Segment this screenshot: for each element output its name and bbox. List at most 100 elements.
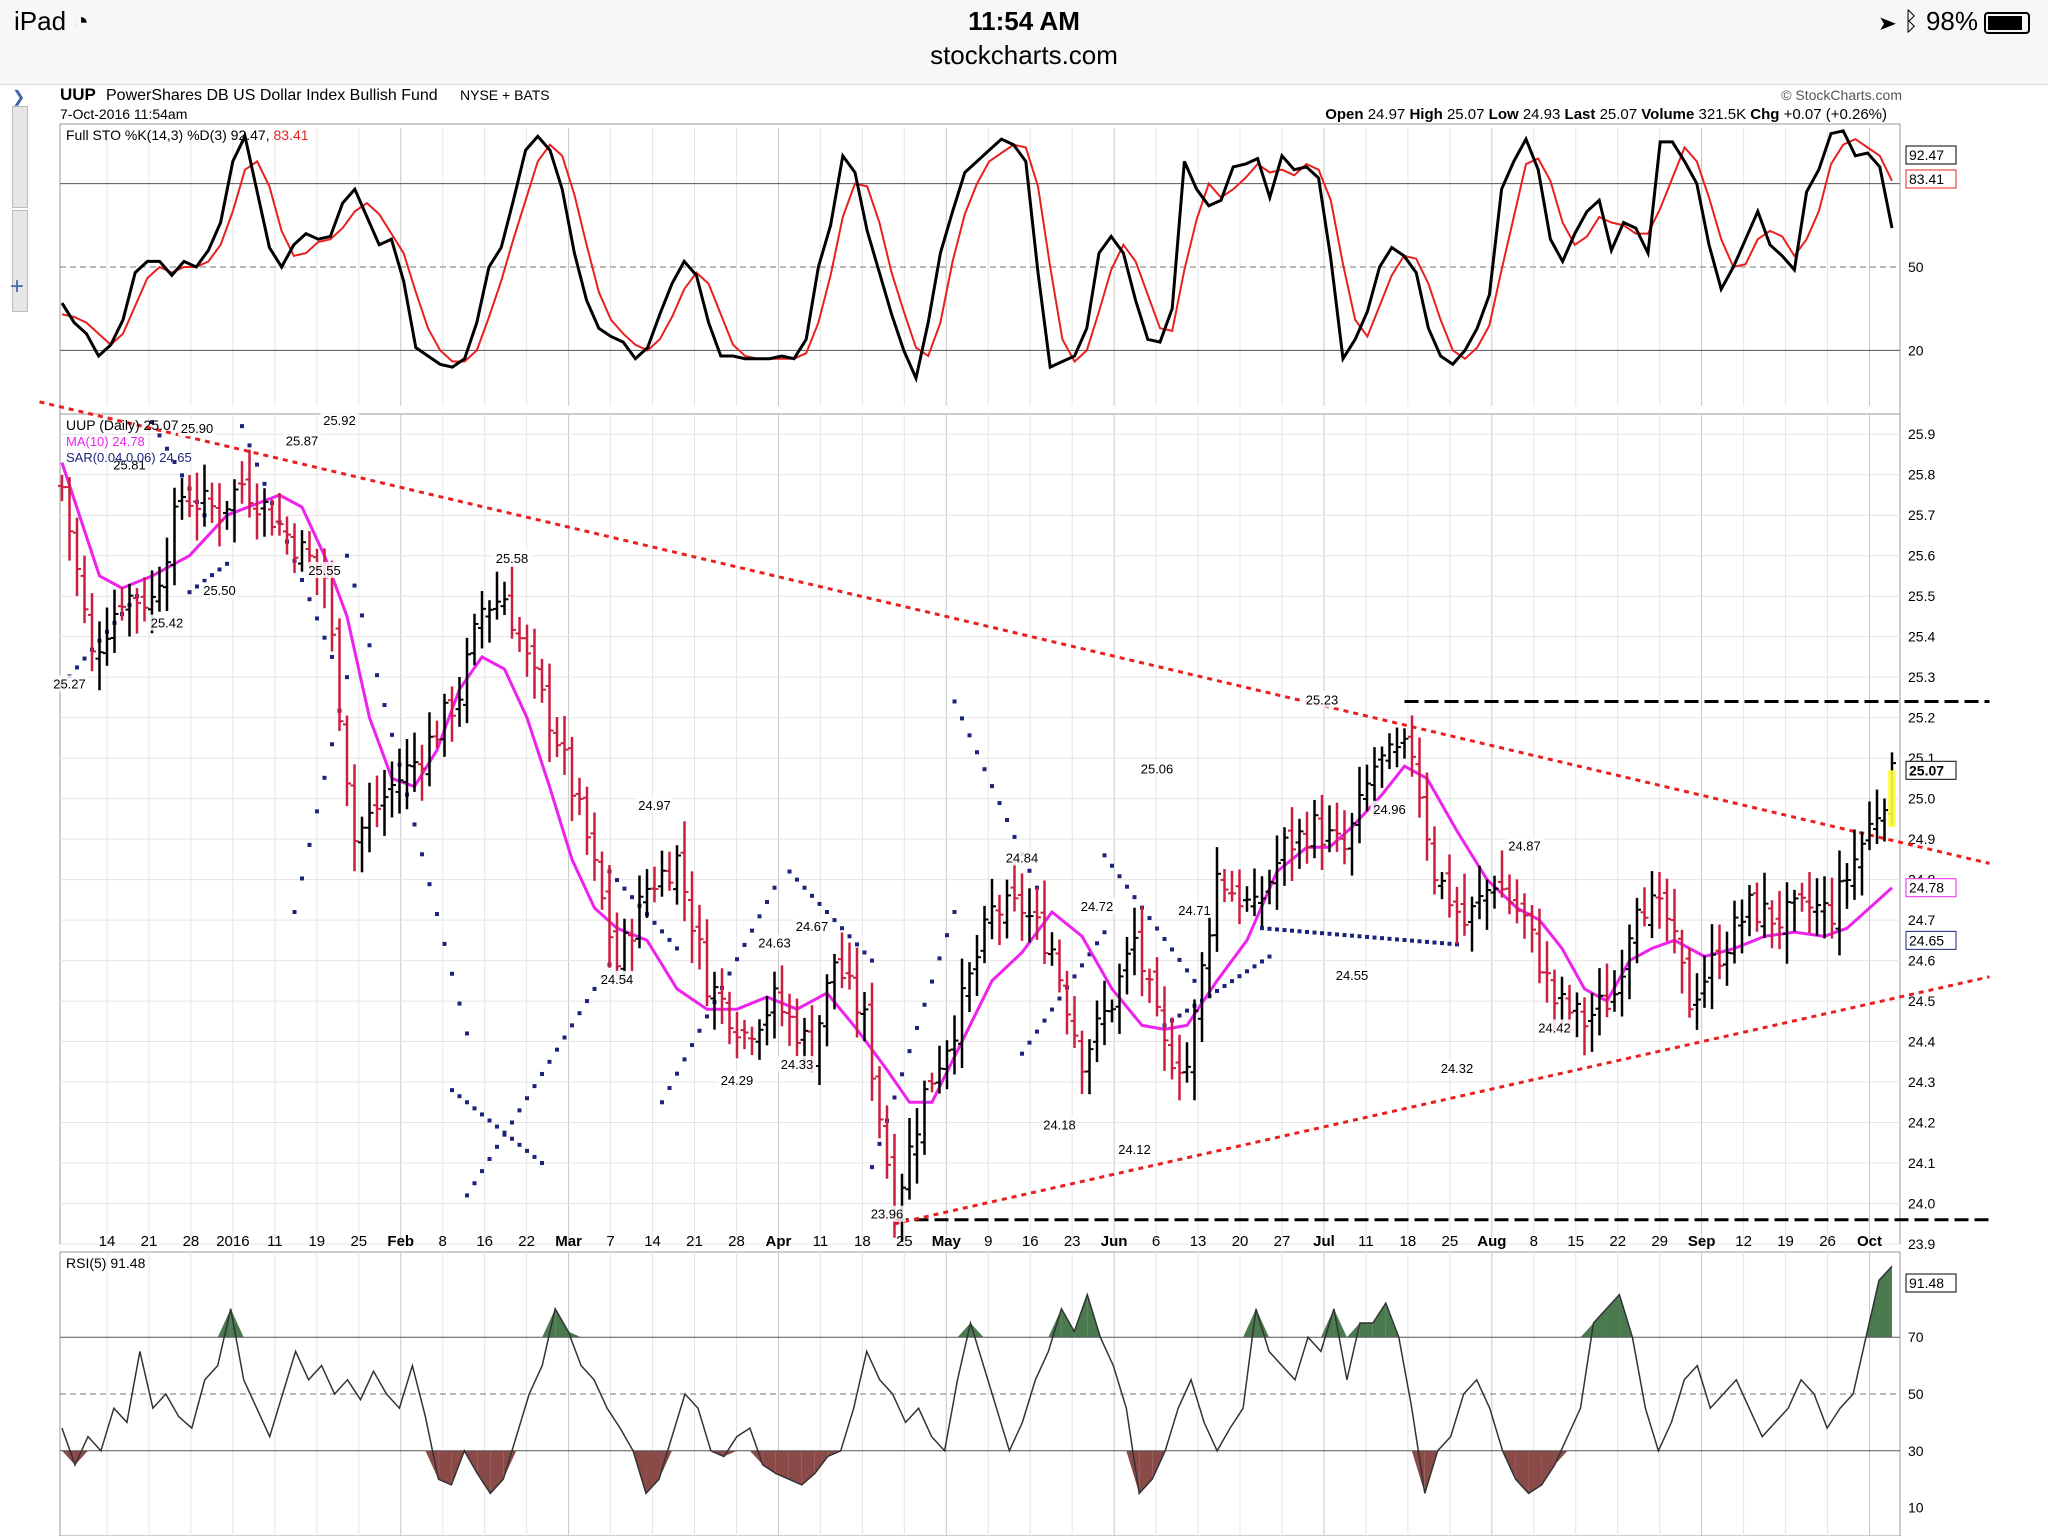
ohlc-bar [1880,798,1889,842]
ohlc-bar [1385,733,1394,770]
sar-dot [675,1071,679,1076]
sar-legend-label: SAR(0.04,0.06) [66,450,156,465]
sar-dot [1125,884,1129,889]
sar-dot [390,732,394,737]
price-annotation: 25.42 [148,614,186,631]
rsi-oversold-fill [775,1450,789,1480]
sar-dot [1185,1008,1189,1013]
sar-dot [1215,988,1219,993]
sar-dot [352,583,357,588]
ohlc-bar [1303,811,1311,864]
ohlc-bar [1153,957,1161,1017]
sar-dot [870,1165,874,1170]
date-tick-label: May [932,1233,962,1250]
rsi-oversold-fill [490,1450,504,1494]
ohlc-bar [110,589,119,653]
price-annotation: 25.23 [1303,691,1341,708]
ohlc-bar [1168,1017,1176,1080]
ohlc-bar [80,555,89,624]
price-tick-label: 24.6 [1908,953,1935,969]
rsi-oversold-fill [1554,1450,1568,1465]
ohlc-bar [943,1040,951,1090]
ohlc-bar [770,971,779,1039]
ohlc-bar [568,736,576,822]
ohlc-bar [1798,882,1806,912]
price-annotation: 23.96 [868,1205,906,1222]
sar-dot [1417,939,1422,944]
date-tick-label: 8 [1530,1233,1538,1250]
ohlc-bar [1588,992,1596,1052]
date-tick-label: 18 [1400,1233,1417,1250]
sar-dot [1432,940,1437,945]
ma-last-tag: 24.78 [1905,878,1957,898]
sidebar-handle-mid[interactable] [12,210,28,312]
ohlc-bar [463,637,471,724]
sar-dot [1357,934,1362,939]
sar-dot [1057,996,1062,1001]
ohlc-bar [230,479,239,543]
price-annotation-label: 25.55 [308,563,341,578]
rsi-overbought-fill [1879,1266,1892,1338]
ohlc-bar [1520,893,1529,939]
ohlc-bar [643,869,651,918]
ohlc-bar [950,1015,959,1075]
price-annotation-label: 24.71 [1178,903,1211,918]
sar-dot [217,567,222,572]
collapse-chevron-icon[interactable]: ❯ [12,89,25,106]
sar-dot [1147,916,1152,921]
ohlc-bar [163,537,171,611]
ohlc-bar [73,517,81,597]
price-annotation-label: 23.96 [871,1207,904,1222]
price-tick-label: 24.0 [1908,1196,1935,1212]
sar-dot [1162,936,1167,941]
ohlc-bar [598,851,606,910]
ohlc-bar [688,871,696,964]
ohlc-bar [1198,952,1206,1042]
ohlc-bar [1618,949,1626,1017]
sar-dot [742,942,747,947]
price-annotation-label: 25.81 [113,458,146,473]
sar-dot [840,926,844,931]
ohlc-bar [238,461,246,504]
sar-dot [1177,957,1182,962]
symbol-label: UUP [60,85,96,104]
sar-dot [967,733,972,738]
sar-dot [1455,942,1459,947]
sidebar-handle-top[interactable] [12,106,28,208]
rsi-oversold-fill [1515,1450,1529,1494]
price-annotation-label: 25.23 [1306,693,1339,708]
price-annotation-label: 25.50 [203,583,236,598]
sar-dot [502,1130,507,1135]
ohlc-bar [868,982,876,1102]
ohlc-bar [973,934,981,997]
sar-dot [345,675,349,680]
url-bar[interactable]: stockcharts.com [930,40,1118,70]
ohlc-bar [1610,970,1619,1012]
sar-dot [525,1096,529,1101]
sar-dot [937,956,942,961]
price-annotation-label: 24.54 [601,972,634,987]
sar-dot [1027,1040,1032,1045]
battery-percent: 98% [1925,6,1978,36]
price-annotation: 25.50 [200,582,239,599]
price-annotation: 25.06 [1138,760,1176,777]
sar-dot [487,1118,492,1123]
ohlc-bar [1273,835,1281,910]
date-tick-label: 7 [606,1233,614,1250]
price-legend-value: 25.07 [144,417,179,433]
sar-dot [1297,929,1302,934]
rsi-last-tag: 91.48 [1905,1273,1957,1293]
sar-dot [592,986,597,991]
sar-dot [472,1181,477,1186]
rsi-overbought-fill [957,1323,971,1338]
copyright-label: © StockCharts.com [1781,87,1902,103]
ohlc-bar [1138,906,1146,997]
rsi-oversold-fill [503,1450,517,1480]
sar-dot [1110,863,1114,868]
expand-plus-icon[interactable]: + [10,273,24,300]
ohlc-bar [905,1118,914,1200]
sar-dot [1267,926,1272,931]
rsi-tick-label: 30 [1908,1443,1924,1459]
ohlc-bar [1543,941,1551,1003]
price-annotation-label: 25.42 [151,616,184,631]
